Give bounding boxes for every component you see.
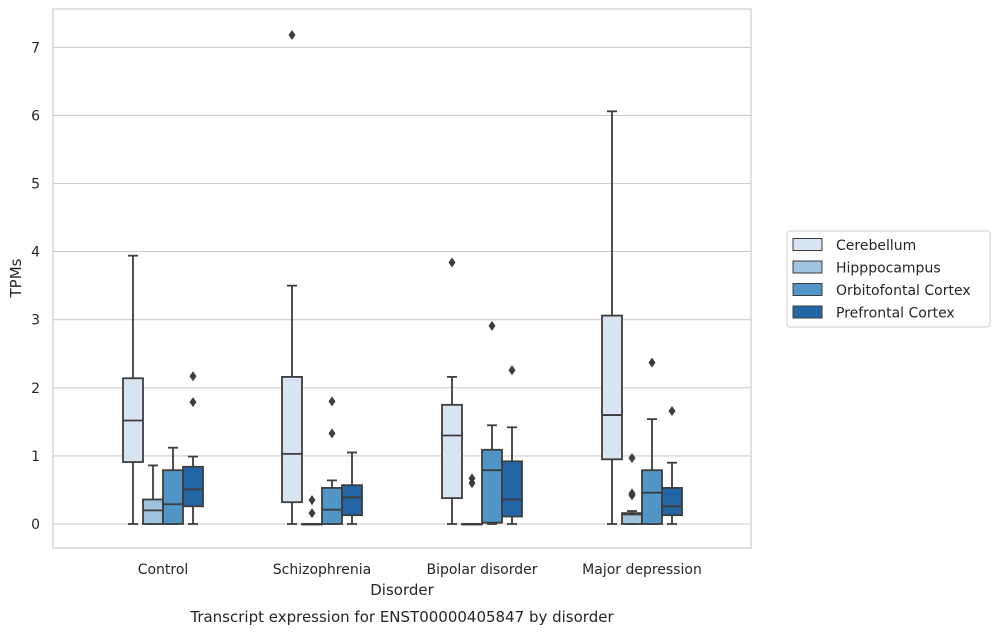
box-iqr (641, 469, 663, 525)
box-3-2 (501, 365, 523, 525)
y-tick-label-0: 0 (31, 517, 40, 533)
outlier-point (328, 396, 336, 407)
outlier-point (308, 495, 316, 506)
legend: Cerebellum Hipppocampus Orbitofontal Corte… (786, 230, 991, 328)
legend-swatch-2 (792, 283, 823, 296)
chart-caption: Transcript expression for ENST0000040584… (189, 608, 614, 626)
legend-label-2: Orbitofontal Cortex (836, 283, 971, 299)
y-tick-labels: 0 1 2 3 4 5 6 7 (31, 40, 40, 533)
box-0-1 (281, 30, 303, 525)
grid (53, 46, 751, 525)
legend-label-1: Hipppocampus (836, 261, 941, 277)
box-iqr (661, 487, 683, 517)
box-2-1 (321, 396, 343, 525)
x-tick-labels: Control Schizophrenia Bipolar disorder Majo… (138, 562, 702, 578)
y-tick-label-4: 4 (31, 245, 40, 261)
box-iqr (321, 487, 343, 525)
y-tick-label-2: 2 (31, 381, 40, 397)
legend-swatch-0 (792, 238, 823, 251)
box-0-3 (601, 110, 623, 525)
box-2-3 (641, 357, 663, 525)
box-3-3 (661, 405, 683, 525)
outlier-point (628, 488, 636, 499)
box-0-2 (441, 257, 463, 525)
legend-label-0: Cerebellum (836, 238, 916, 254)
x-axis-title: Disorder (370, 581, 434, 599)
x-tick-label-2: Bipolar disorder (426, 562, 537, 578)
plot-frame (52, 8, 752, 549)
legend-label-3: Prefrontal Cortex (836, 306, 955, 322)
y-tick-label-5: 5 (31, 177, 40, 193)
outlier-point (508, 365, 516, 376)
box-2-2 (481, 320, 503, 525)
outlier-point (468, 473, 476, 484)
box-3-1 (341, 451, 363, 525)
legend-frame (786, 230, 991, 328)
boxes (122, 30, 683, 526)
box-1-3 (621, 452, 643, 525)
box-iqr (501, 460, 523, 518)
y-tick-label-3: 3 (31, 313, 40, 329)
outlier-point (308, 508, 316, 519)
outlier-point (189, 397, 197, 408)
outlier-point (448, 257, 456, 268)
legend-swatch-3 (792, 305, 823, 319)
y-tick-label-6: 6 (31, 108, 40, 124)
box-iqr (162, 469, 184, 525)
outlier-point (628, 452, 636, 463)
box-iqr (601, 314, 623, 461)
box-3-0 (182, 371, 204, 525)
box-1-1 (301, 495, 323, 526)
box-iqr (281, 376, 303, 504)
outlier-point (648, 357, 656, 368)
box-iqr (182, 465, 204, 508)
y-axis-title: TPMs (7, 258, 25, 298)
x-tick-label-0: Control (138, 562, 189, 578)
box-1-2 (461, 473, 483, 526)
legend-swatch-1 (792, 260, 823, 274)
y-tick-label-1: 1 (31, 449, 40, 465)
outlier-point (668, 405, 676, 416)
box-iqr (441, 403, 463, 500)
box-1-0 (142, 464, 164, 525)
outlier-point (288, 30, 296, 41)
y-tick-label-7: 7 (31, 40, 40, 56)
box-iqr (142, 498, 164, 525)
outlier-point (189, 371, 197, 382)
box-0-0 (122, 254, 144, 525)
x-tick-label-3: Major depression (582, 562, 702, 578)
outlier-point (488, 320, 496, 331)
box-iqr (481, 448, 503, 524)
box-2-0 (162, 446, 184, 525)
box-iqr (341, 484, 363, 517)
x-tick-label-1: Schizophrenia (273, 562, 371, 578)
outlier-point (328, 428, 336, 439)
